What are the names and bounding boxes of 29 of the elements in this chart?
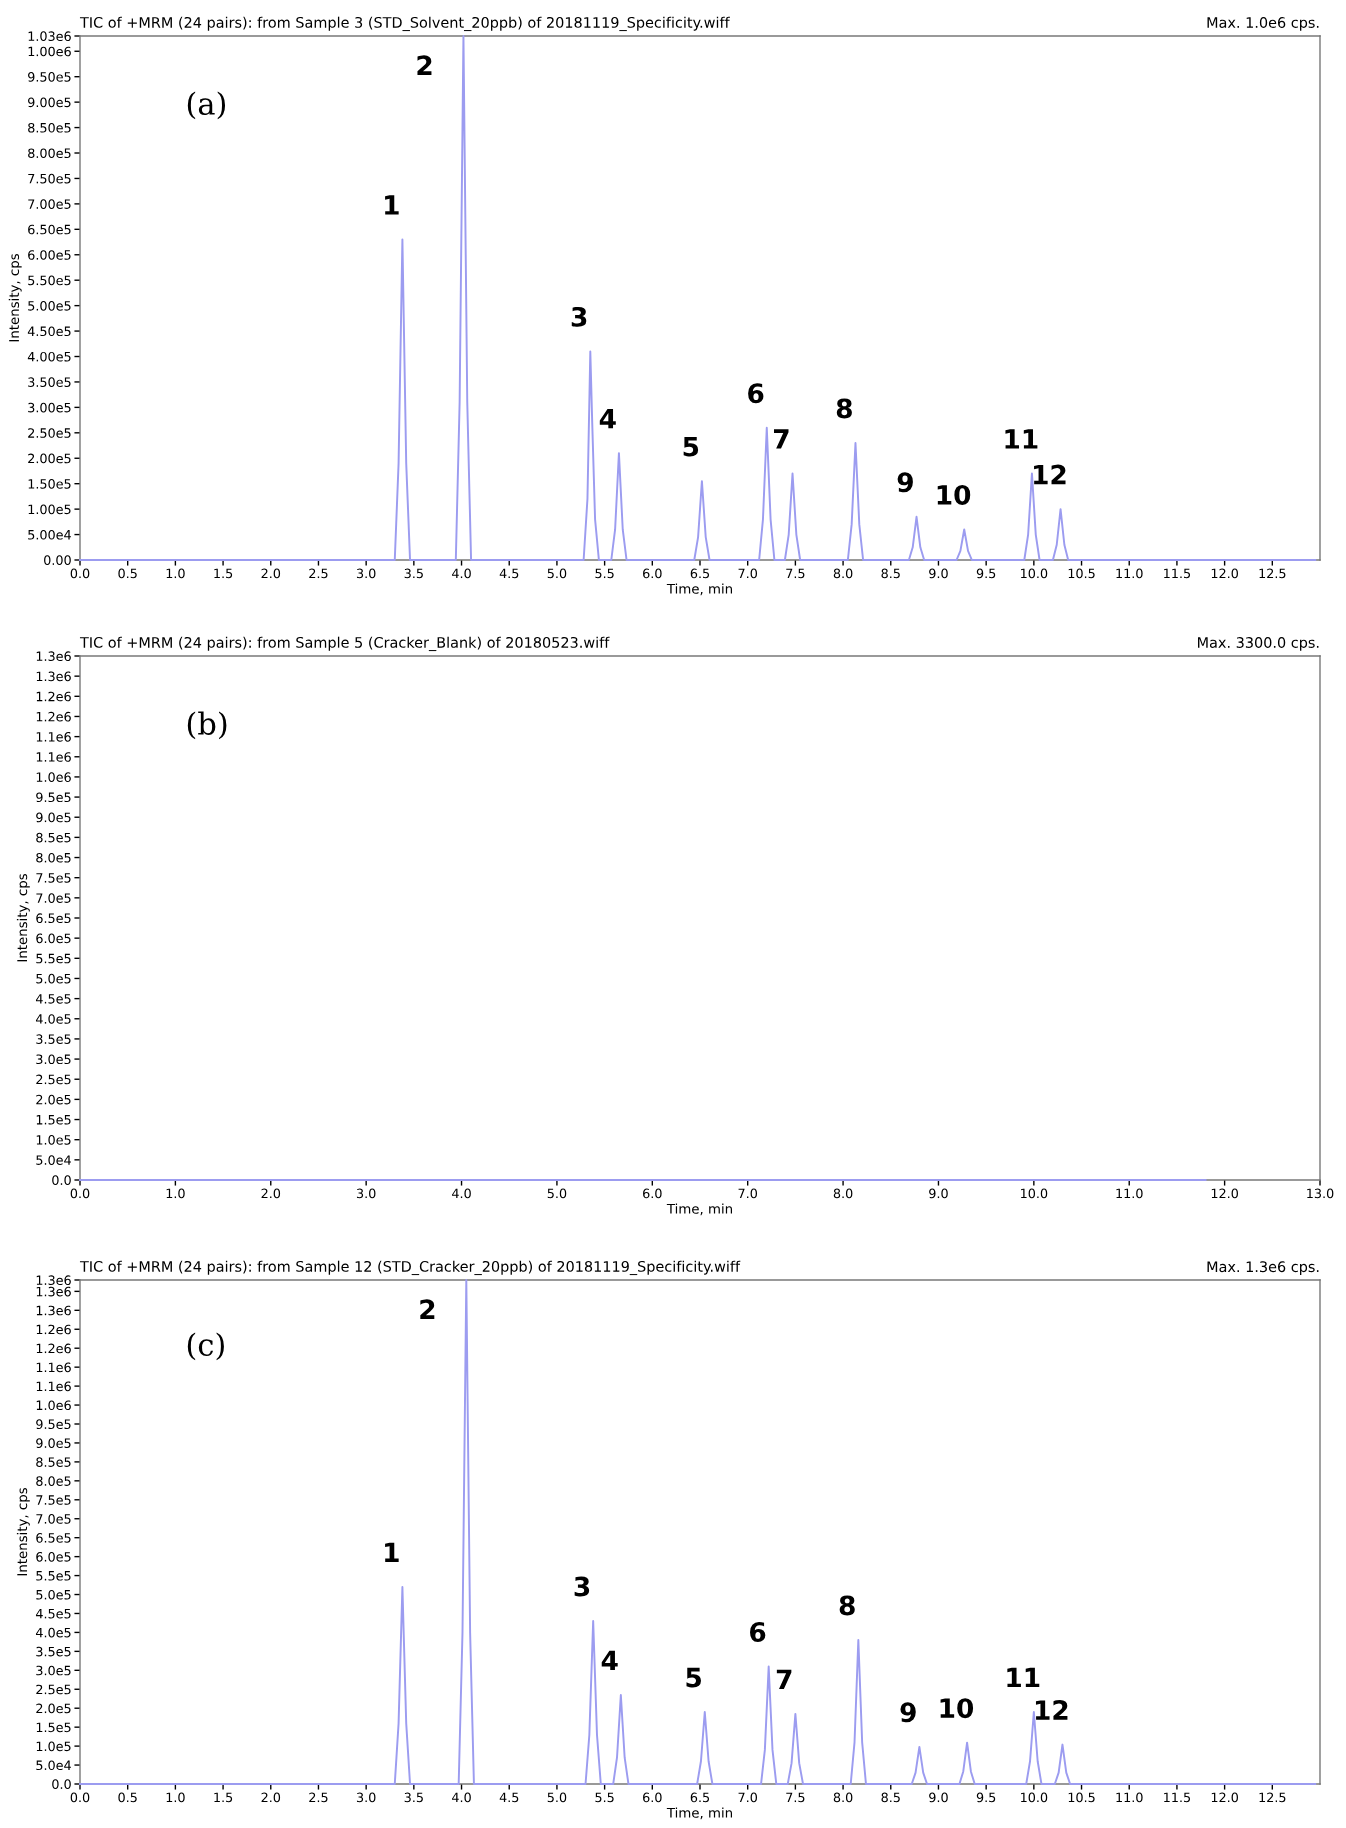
annotation: 11 bbox=[1007, 1667, 1040, 1688]
annotation: 7 bbox=[774, 429, 789, 449]
annotation: 2 bbox=[417, 55, 432, 75]
annotation: 7 bbox=[776, 1669, 792, 1689]
annotation: 1 bbox=[385, 1542, 399, 1563]
annotation: 8 bbox=[839, 1595, 855, 1616]
line-series bbox=[79, 35, 1317, 561]
annotation: 6 bbox=[748, 383, 764, 404]
annotation: 1 bbox=[385, 195, 399, 215]
line-series bbox=[79, 1279, 1317, 1785]
annotation: 10 bbox=[937, 484, 971, 505]
annotation: (b) bbox=[187, 711, 227, 740]
annotation: 8 bbox=[836, 398, 852, 419]
annotation: (a) bbox=[187, 91, 226, 120]
annotation: 5 bbox=[683, 436, 699, 457]
annotation: 11 bbox=[1005, 429, 1038, 449]
annotation: 9 bbox=[900, 1702, 916, 1723]
annotation: 12 bbox=[1035, 1700, 1068, 1720]
annotation: 12 bbox=[1034, 464, 1066, 485]
annotation: 9 bbox=[897, 472, 913, 493]
annotation: 6 bbox=[750, 1622, 766, 1642]
annotation: (c) bbox=[187, 1332, 224, 1361]
annotation: 2 bbox=[420, 1299, 435, 1319]
annotation: 3 bbox=[574, 1576, 590, 1597]
annotation: 3 bbox=[571, 306, 587, 327]
annotation: 10 bbox=[940, 1698, 974, 1719]
annotation: 5 bbox=[686, 1667, 701, 1688]
annotation: 4 bbox=[599, 408, 616, 429]
annotation: 4 bbox=[601, 1650, 618, 1671]
